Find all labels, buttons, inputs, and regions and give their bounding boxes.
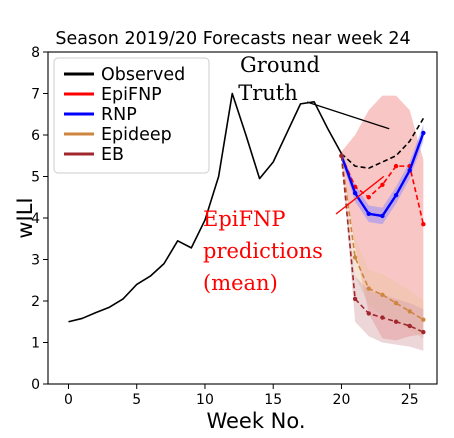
eb-point — [380, 315, 385, 320]
observed-line — [68, 92, 343, 323]
epideep-point — [407, 309, 412, 314]
legend-box — [53, 57, 210, 174]
x-tick-label: 25 — [401, 392, 419, 408]
annotation-ground-truth: Ground — [240, 53, 320, 77]
epifnp-point — [380, 182, 385, 187]
y-tick-label: 4 — [31, 211, 40, 227]
chart-title: Season 2019/20 Forecasts near week 24 — [55, 29, 410, 49]
y-tick-label: 7 — [31, 87, 40, 103]
rnp-point — [380, 213, 385, 219]
epideep-point — [380, 292, 385, 297]
epideep-point — [366, 286, 371, 291]
epideep-point — [352, 255, 358, 260]
legend-label-epifnp: EpiFNP — [101, 85, 162, 105]
eb-point — [352, 296, 358, 302]
rnp-band — [341, 124, 424, 225]
eb-band — [341, 155, 424, 351]
y-axis-label: wILI — [13, 197, 37, 238]
y-tick-label: 1 — [31, 336, 40, 352]
x-tick-label: 5 — [132, 392, 141, 408]
x-tick-label: 0 — [64, 392, 73, 408]
legend-label-rnp: RNP — [101, 105, 137, 125]
rnp-point — [421, 130, 426, 136]
x-axis-label: Week No. — [206, 409, 305, 433]
annotation-epifnp: (mean) — [203, 271, 278, 295]
y-tick-label: 8 — [31, 45, 40, 61]
epifnp-point — [393, 163, 399, 169]
epifnp-point — [421, 222, 426, 227]
y-tick-label: 5 — [31, 170, 40, 186]
legend-label-epideep: Epideep — [101, 125, 172, 145]
eb-point — [407, 323, 412, 329]
epideep-point — [421, 317, 426, 322]
legend-label-observed: Observed — [101, 65, 185, 85]
eb-point — [393, 319, 399, 324]
y-tick-label: 0 — [31, 377, 40, 393]
epideep-point — [393, 300, 399, 306]
rnp-point — [407, 168, 412, 173]
epideep-band — [341, 155, 424, 339]
x-tick-label: 10 — [196, 392, 214, 408]
annotation-epifnp: predictions — [203, 239, 323, 263]
rnp-point — [366, 211, 371, 217]
rnp-point — [352, 190, 358, 196]
annotation-ground-truth-arrow — [306, 101, 390, 130]
series-lines — [68, 92, 426, 335]
annotation-ground-truth: Truth — [238, 81, 298, 105]
x-tick-label: 20 — [333, 392, 351, 408]
x-axis-ticks: 0 5 10 15 20 25 — [64, 384, 419, 408]
eb-point — [339, 153, 344, 158]
x-tick-label: 15 — [264, 392, 282, 408]
y-tick-label: 3 — [31, 253, 40, 269]
legend-label-eb: EB — [101, 145, 124, 165]
annotation-epifnp-arrow — [335, 175, 385, 215]
epifnp-point — [366, 195, 371, 200]
y-tick-label: 6 — [31, 128, 40, 144]
y-tick-label: 2 — [31, 294, 40, 310]
annotation-epifnp: EpiFNP — [203, 207, 286, 231]
y-axis-ticks: 0 1 2 3 4 5 6 7 8 — [31, 45, 48, 393]
eb-point — [421, 329, 426, 335]
annotations: Ground Truth EpiFNP predictions (mean) — [203, 53, 390, 295]
rnp-point — [393, 192, 399, 198]
ground-truth-line — [340, 117, 425, 169]
eb-point — [366, 311, 371, 316]
